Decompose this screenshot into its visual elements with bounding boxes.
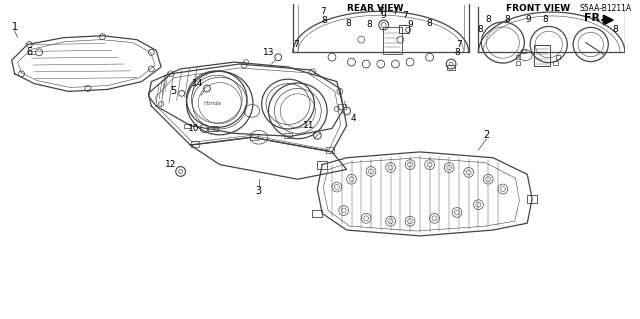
Bar [534,45,550,66]
Text: 8: 8 [346,19,351,27]
Text: 1: 1 [12,22,18,32]
Bar [516,61,520,65]
Text: S5AA-B1211A: S5AA-B1211A [580,4,632,13]
Bar [399,25,409,33]
Text: 10: 10 [188,124,199,133]
Text: 2: 2 [483,130,490,140]
Text: 8: 8 [477,26,483,34]
Text: 8: 8 [321,16,327,25]
Bar [447,65,455,70]
Text: 7: 7 [456,40,462,49]
Text: 9: 9 [407,20,413,29]
Text: 8: 8 [485,15,491,24]
Text: FRONT VIEW: FRONT VIEW [506,4,570,13]
Bar [208,126,218,131]
Bar [553,61,557,65]
Text: 9: 9 [381,11,387,20]
Bar [312,210,322,217]
Text: FR.: FR. [584,13,604,23]
Bar [338,104,346,109]
Bar [317,161,327,168]
Text: 7: 7 [293,40,299,49]
Text: 8: 8 [454,48,460,57]
Text: 6: 6 [26,47,33,57]
Text: 9: 9 [525,15,531,24]
Text: Honda: Honda [204,100,222,106]
Text: 8: 8 [366,20,372,29]
Text: 7: 7 [378,7,383,16]
Text: 8: 8 [427,19,433,27]
Text: 8: 8 [612,26,618,34]
Text: 7: 7 [320,7,326,16]
Bar [326,147,334,153]
Polygon shape [604,15,613,25]
Bar [527,195,537,203]
Text: 13: 13 [263,48,275,57]
Bar [556,55,561,59]
Text: 12: 12 [165,160,177,169]
Text: 8: 8 [542,15,548,24]
Bar [191,141,199,147]
Text: 8: 8 [505,15,511,24]
Text: 14: 14 [191,79,203,88]
Text: REAR VIEW: REAR VIEW [347,4,403,13]
Bar [184,123,191,129]
Bar [284,133,292,138]
Bar [522,49,526,53]
Text: 7: 7 [392,7,398,16]
Text: 11: 11 [303,121,314,130]
Bar [383,27,403,54]
Text: 7: 7 [403,11,408,20]
Text: 5: 5 [171,86,177,96]
Text: 3: 3 [256,186,262,196]
Text: 4: 4 [351,114,356,123]
Bar [516,55,520,59]
Bar [250,134,258,140]
